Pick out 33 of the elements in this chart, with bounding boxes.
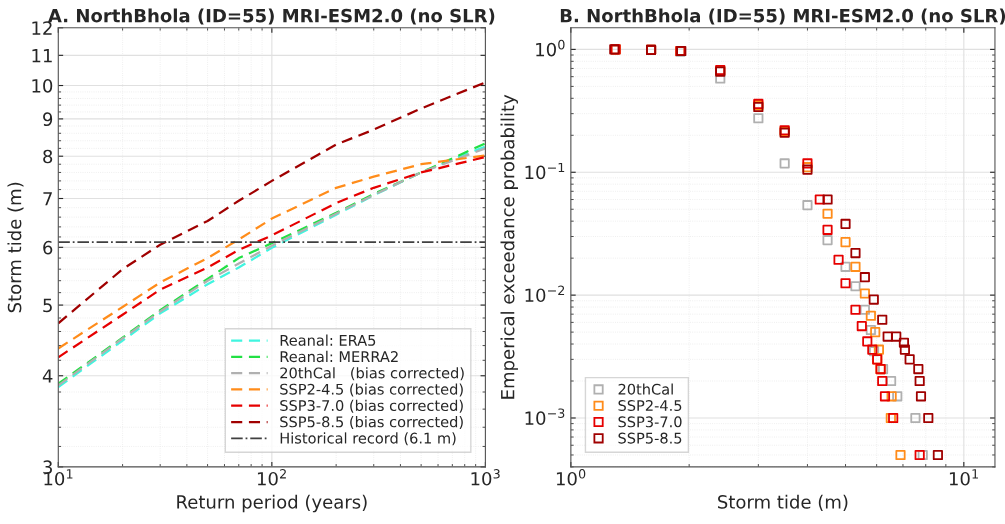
y-tick-label: 10$^{0}$ [536,39,565,57]
legend-label: SSP5-8.5 (bias corrected) [280,416,463,430]
x-tick-label: 10$^{1}$ [949,469,978,486]
y-tick-label: 11 [32,49,52,63]
chart-title: B. NorthBhola (ID=55) MRI-ESM2.0 (no SLR) [560,8,1005,25]
legend-label: Reanal: MERRA2 [280,350,398,363]
legend-label: SSP2-4.5 (bias corrected) [280,383,463,397]
y-axis-title: Storm tide (m) [7,182,24,313]
legend-label: 20thCal [618,383,673,395]
y-tick-label: 12 [32,21,52,35]
x-axis-title: Storm tide (m) [718,494,848,511]
x-tick-label: 10$^{3}$ [471,469,500,486]
x-tick-label: 10$^{2}$ [257,469,286,486]
y-tick-label: 9 [43,112,53,127]
x-axis-title: Return period (years) [177,494,367,513]
y-tick-label: 10$^{−3}$ [525,408,565,425]
legend-label: Historical record (6.1 m) [280,432,456,446]
legend-label: SSP3-7.0 (bias corrected) [280,399,463,413]
legend-label: SSP5-8.5 [618,432,682,444]
x-tick-label: 10$^{0}$ [556,469,586,486]
legend-label: Reanal: ERA5 [280,334,376,346]
y-tick-label: 10$^{−1}$ [525,162,565,180]
legend-label: SSP3-7.0 [618,416,682,428]
y-tick-label: 5 [43,298,52,313]
y-tick-label: 7 [43,192,52,206]
y-axis-title: Emperical exceedance probability [500,94,518,399]
y-tick-label: 10$^{−2}$ [525,285,565,303]
y-tick-label: 4 [42,369,53,383]
y-tick-label: 10 [32,78,53,93]
y-tick-label: 8 [43,149,53,164]
legend-label: 20thCal (bias corrected) [280,367,464,381]
legend-label: SSP2-4.5 [618,400,682,412]
y-tick-label: 6 [43,240,53,255]
